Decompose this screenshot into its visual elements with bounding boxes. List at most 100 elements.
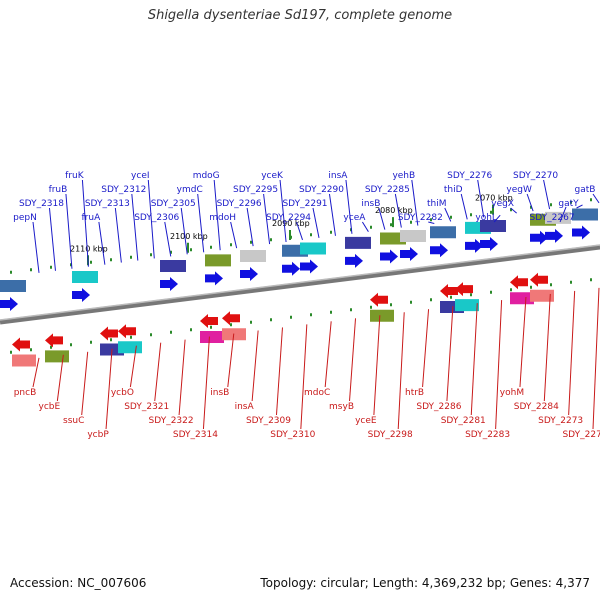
scale-dot	[230, 243, 232, 247]
scale-dot	[150, 333, 152, 337]
scale-dot	[490, 290, 492, 294]
reverse-gene-label: pncB	[14, 388, 37, 398]
reverse-gene-label: htrB	[405, 388, 424, 398]
reverse-gene-label: SDY_2314	[173, 430, 218, 440]
scale-dot	[90, 340, 92, 344]
forward-gene-label: SDY_2313	[85, 199, 130, 209]
forward-gene-arrow	[345, 253, 363, 268]
forward-leader-line	[493, 214, 501, 223]
forward-gene-label: fruB	[49, 185, 68, 195]
forward-leader-line	[197, 193, 205, 253]
forward-leader-line	[213, 179, 221, 251]
forward-gene-label: pepN	[13, 213, 37, 223]
scale-dot	[310, 313, 312, 317]
scale-dot	[430, 298, 432, 302]
forward-gene-feature	[572, 208, 598, 221]
reverse-gene-label: msyB	[329, 402, 354, 412]
forward-leader-line	[394, 193, 402, 228]
forward-gene-feature	[430, 226, 456, 239]
reverse-gene-feature	[45, 350, 69, 363]
forward-gene-label: yegX	[491, 199, 514, 209]
reverse-leader-line	[349, 318, 357, 402]
forward-gene-label: thiD	[444, 185, 463, 195]
forward-leader-line	[592, 193, 600, 204]
forward-gene-feature	[0, 280, 26, 292]
forward-gene-label: yehB	[392, 171, 415, 181]
scale-dot	[530, 285, 532, 289]
reverse-gene-label: ycbO	[111, 388, 134, 398]
reverse-leader-line	[32, 357, 40, 388]
reverse-leader-line	[422, 309, 430, 388]
reverse-gene-label: yohM	[500, 388, 524, 398]
forward-leader-line	[345, 179, 353, 234]
forward-leader-line	[312, 207, 320, 238]
forward-leader-line	[48, 207, 56, 271]
reverse-gene-feature	[118, 341, 142, 354]
scale-dot	[150, 253, 152, 257]
reverse-gene-arrow	[100, 326, 118, 341]
scale-dot	[110, 258, 112, 262]
forward-gene-feature	[160, 260, 186, 272]
forward-gene-label: gatB	[575, 185, 596, 195]
reverse-gene-feature	[12, 354, 36, 367]
reverse-gene-label: SDY_2281	[441, 416, 486, 426]
forward-gene-label: SDY_2312	[101, 185, 146, 195]
forward-gene-feature	[240, 250, 266, 262]
scale-dot	[10, 350, 12, 354]
scale-dot	[430, 218, 432, 222]
reverse-leader-line	[495, 300, 503, 430]
scale-dot	[50, 345, 52, 349]
reverse-gene-arrow	[455, 282, 473, 297]
forward-gene-label: mdoG	[193, 171, 220, 181]
forward-gene-arrow	[300, 259, 318, 274]
forward-leader-line	[180, 207, 188, 255]
reverse-leader-line	[105, 348, 113, 430]
scale-dot	[590, 278, 592, 282]
forward-gene-label: thiM	[427, 199, 447, 209]
reverse-gene-label: SDY_2272	[562, 430, 600, 440]
genome-title: Shigella dysenteriae Sd197, complete gen…	[147, 8, 453, 23]
reverse-gene-label: SDY_2322	[149, 416, 194, 426]
reverse-gene-feature	[370, 309, 394, 322]
forward-gene-label: insA	[328, 171, 348, 181]
forward-gene-label: SDY_2296	[217, 199, 262, 209]
tick-label: 2110 kbp	[70, 244, 108, 253]
reverse-leader-line	[154, 342, 162, 402]
scale-dot	[570, 280, 572, 284]
reverse-gene-label: SDY_2321	[124, 402, 169, 412]
reverse-leader-line	[397, 312, 405, 430]
forward-gene-arrow	[465, 238, 483, 253]
reverse-gene-label: SDY_2310	[270, 430, 315, 440]
reverse-gene-arrow	[530, 272, 548, 287]
reverse-leader-line	[519, 296, 527, 388]
scale-dot	[270, 318, 272, 322]
scale-dot	[550, 283, 552, 287]
scale-dot	[530, 205, 532, 209]
scale-dot	[550, 203, 552, 207]
forward-leader-line	[263, 193, 271, 245]
tick-label: 2100 kbp	[170, 232, 208, 241]
forward-gene-label: SDY_2270	[513, 171, 558, 181]
forward-gene-arrow	[0, 297, 18, 311]
forward-leader-line	[230, 221, 238, 249]
forward-leader-line	[543, 179, 551, 210]
reverse-leader-line	[300, 324, 308, 430]
scale-dot	[210, 245, 212, 249]
forward-gene-arrow	[160, 277, 178, 291]
forward-leader-line	[81, 179, 89, 267]
reverse-gene-label: SDY_2273	[538, 416, 583, 426]
forward-leader-line	[246, 207, 254, 247]
forward-leader-line	[526, 193, 534, 212]
forward-gene-arrow	[205, 271, 223, 286]
reverse-leader-line	[129, 345, 137, 388]
forward-gene-label: SDY_2276	[447, 171, 492, 181]
scale-dot	[450, 295, 452, 299]
reverse-leader-line	[275, 327, 283, 416]
reverse-leader-line	[178, 339, 186, 416]
forward-gene-label: SDY_2305	[151, 199, 196, 209]
forward-leader-line	[361, 221, 369, 232]
forward-gene-arrow	[545, 228, 563, 243]
reverse-leader-line	[324, 321, 332, 388]
forward-leader-line	[131, 193, 139, 261]
scale-dot	[510, 208, 512, 212]
